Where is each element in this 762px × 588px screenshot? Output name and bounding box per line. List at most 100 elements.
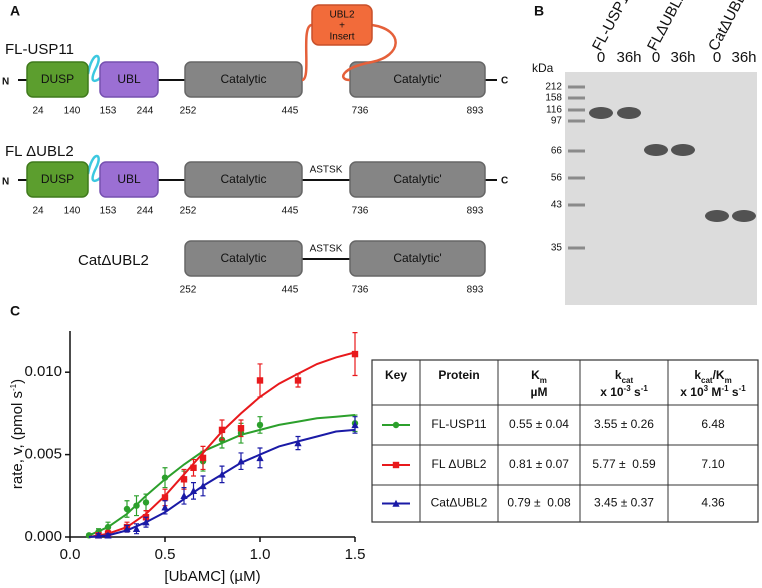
gel [565,72,757,305]
data-point [189,487,198,495]
flexible-linker [86,54,101,83]
insert-label: + [339,21,345,32]
data-point [351,350,359,358]
mw-marker: 56 [551,173,563,184]
data-point [199,482,207,490]
table-header: kcat [615,368,634,384]
data-point [351,421,359,429]
table-header-part: -1 [739,384,747,393]
data-point [256,421,264,429]
y-tick-label: 0.010 [24,363,62,380]
data-point [294,439,302,447]
panel-letter: A [10,3,20,19]
insert-box [311,4,373,46]
residue-number: 140 [64,106,81,117]
table-cell: 4.36 [701,496,725,510]
lane-label: CatΔUBL2 [705,0,753,54]
residue-number: 893 [467,206,484,217]
table-header: Km [531,368,547,384]
residue-number: 244 [137,106,154,117]
insert-loop [342,23,397,82]
lane-label: FL-USP11 [589,0,636,54]
n-terminus: N [2,177,9,188]
table-cell: 3.55 ± 0.26 [594,417,654,431]
domain-box [184,161,303,198]
residue-number: 893 [467,285,484,296]
table-header-part: /K [713,368,725,382]
domain-label: Catalytic' [393,172,441,186]
residue-number: 736 [352,206,369,217]
y-axis-label: rate, v, (pmol s-1) [9,379,26,489]
data-point [237,425,245,432]
data-point [123,524,131,532]
residue-number: 153 [100,106,117,117]
domain-label: Catalytic' [393,72,441,86]
residue-number: 445 [282,285,299,296]
table-cell: FL ΔUBL2 [432,457,487,471]
n-terminus: N [2,77,9,88]
protein-band [644,144,668,156]
key-marker [392,461,400,469]
table-header-part: cat [622,376,634,385]
data-point [104,531,112,539]
x-tick-label: 1.0 [250,546,271,563]
mw-unit: kDa [532,61,554,75]
residue-number: 252 [180,106,197,117]
y-axis-label-part: ) [9,379,26,384]
table-header: x 10-3 s-1 [600,384,648,400]
table-cell: 0.55 ± 0.04 [509,417,569,431]
time-label: 36h [616,49,641,66]
ladder-band [568,203,585,207]
residue-number: 445 [282,206,299,217]
flexible-linker [86,154,101,183]
data-point [132,524,141,532]
key-marker [392,499,400,507]
residue-number: 252 [180,206,197,217]
construct-name: FL-USP11 [5,41,74,58]
table-header: Key [385,368,407,382]
table-header-part: -1 [641,384,649,393]
table-cell: CatΔUBL2 [431,496,488,510]
kinetics-table: FL-USP11 0.55 ± 0.04 3.55 ± 0.26 6.48 FL ΔUB… [371,359,759,523]
construct-name: FL ΔUBL2 [5,143,74,160]
data-point [133,502,140,509]
time-label: 0 [597,49,605,66]
table-header: µM [531,385,548,399]
residue-number: 24 [32,106,44,117]
table-header-part: µM [531,385,548,399]
domain-box [26,61,89,98]
table-header-part: 3 [704,384,709,393]
residue-number: 893 [467,106,484,117]
domain-label: Catalytic [220,72,266,86]
time-label: 36h [670,49,695,66]
residue-number: 140 [64,206,81,217]
data-point [142,499,150,506]
ladder-band [568,119,585,123]
data-point [218,470,226,478]
domain-box [184,240,303,277]
domain-box [99,161,159,198]
table-header-part: x 10 [680,385,704,399]
table-cell: 0.79 ± 0.08 [507,496,571,510]
table-header-part: s [729,385,739,399]
data-point [161,474,169,481]
data-point [161,494,169,501]
domain-label: DUSP [41,72,74,86]
ladder-band [568,176,585,180]
domain-box [26,161,89,198]
domain-label: Catalytic [220,172,266,186]
mw-marker: 97 [551,116,563,127]
data-point [294,377,302,384]
key-marker [392,421,400,429]
table-header-part: s [631,385,641,399]
residue-number: 736 [352,285,369,296]
table-cell: 7.10 [701,457,725,471]
table-cell: 5.77 ± 0.59 [592,457,656,471]
table-cell: 0.81 ± 0.07 [509,457,569,471]
y-axis-label-part: rate, v, (pmol s [9,391,26,489]
c-terminus: C [501,176,508,187]
time-label: 0 [652,49,660,66]
domain-box [349,240,486,277]
domain-label: DUSP [41,172,74,186]
table-cell: 6.48 [701,417,725,431]
